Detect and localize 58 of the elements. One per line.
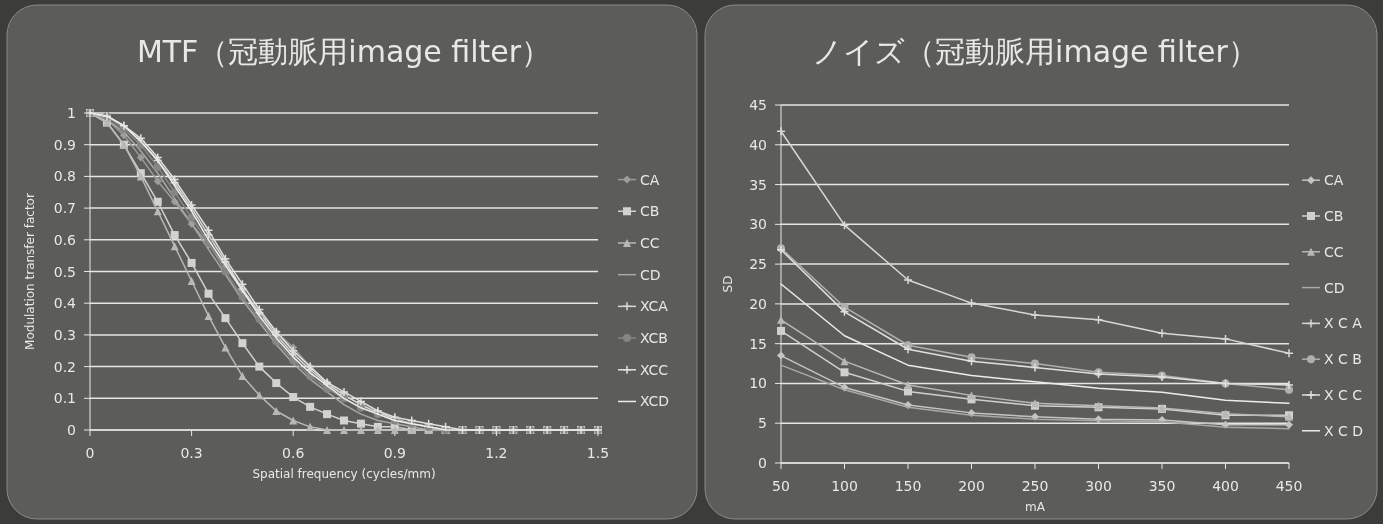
chart-title: ノイズ（冠動脈用image filter） — [812, 34, 1258, 69]
legend-label: CD — [1324, 279, 1345, 296]
y-tick-label: 40 — [749, 136, 767, 153]
legend-label: X C C — [1324, 386, 1363, 403]
legend-label: XCB — [640, 330, 668, 347]
y-tick-label: 0.4 — [53, 295, 77, 312]
y-tick-label: 0.2 — [53, 358, 76, 375]
y-tick-label: 15 — [749, 335, 767, 352]
legend-label: CC — [640, 234, 660, 251]
x-axis-title: mA — [1025, 500, 1046, 514]
x-tick-label: 1.5 — [586, 445, 610, 461]
y-tick-label: 10 — [749, 375, 767, 392]
x-tick-label: 0.6 — [282, 445, 305, 461]
x-tick-label: 0.9 — [383, 445, 406, 461]
legend-label: CA — [640, 171, 660, 188]
y-axis-title: Modulation transfer factor — [23, 193, 37, 350]
y-axis-title: SD — [721, 275, 735, 293]
x-tick-label: 200 — [958, 478, 985, 494]
legend-label: X C B — [1324, 351, 1362, 368]
y-tick-label: 0.7 — [53, 200, 76, 217]
legend-label: X C A — [1324, 315, 1363, 332]
x-tick-label: 450 — [1275, 478, 1303, 494]
x-axis-title: Spatial frequency (cycles/mm) — [252, 467, 436, 481]
y-tick-label: 0.8 — [53, 168, 76, 185]
x-tick-label: 0 — [85, 445, 95, 461]
y-tick-label: 0.1 — [53, 390, 76, 407]
x-tick-label: 300 — [1085, 478, 1112, 494]
legend-label: CD — [640, 266, 661, 283]
x-tick-label: 50 — [772, 478, 790, 494]
x-tick-label: 100 — [831, 478, 858, 494]
legend-label: CB — [640, 203, 660, 220]
y-tick-label: 30 — [749, 216, 767, 233]
legend-label: X C D — [1324, 422, 1364, 439]
x-tick-label: 1.2 — [485, 445, 508, 461]
legend-label: CA — [1324, 172, 1344, 189]
y-tick-label: 20 — [749, 295, 767, 312]
legend-label: CB — [1324, 207, 1344, 224]
x-tick-label: 150 — [894, 478, 922, 494]
y-tick-label: 5 — [758, 415, 767, 432]
x-tick-label: 400 — [1212, 478, 1239, 494]
y-tick-label: 0 — [758, 455, 767, 471]
legend-label: XCA — [640, 298, 669, 315]
chart-title: MTF（冠動脈用image filter） — [136, 34, 552, 69]
y-tick-label: 35 — [749, 176, 767, 193]
y-tick-label: 0.3 — [53, 326, 76, 343]
x-tick-label: 0.3 — [180, 445, 203, 461]
y-tick-label: 0.5 — [53, 263, 76, 280]
y-tick-label: 0.6 — [53, 231, 77, 248]
x-tick-label: 250 — [1021, 478, 1049, 494]
legend-label: XCD — [640, 393, 670, 410]
y-tick-label: 1 — [67, 105, 76, 121]
y-tick-label: 0.9 — [53, 136, 76, 153]
y-tick-label: 25 — [749, 256, 767, 273]
y-tick-label: 0 — [67, 422, 76, 438]
y-tick-label: 45 — [749, 97, 767, 113]
x-tick-label: 350 — [1148, 478, 1176, 494]
legend-label: CC — [1324, 243, 1344, 260]
legend-label: XCC — [640, 361, 669, 378]
